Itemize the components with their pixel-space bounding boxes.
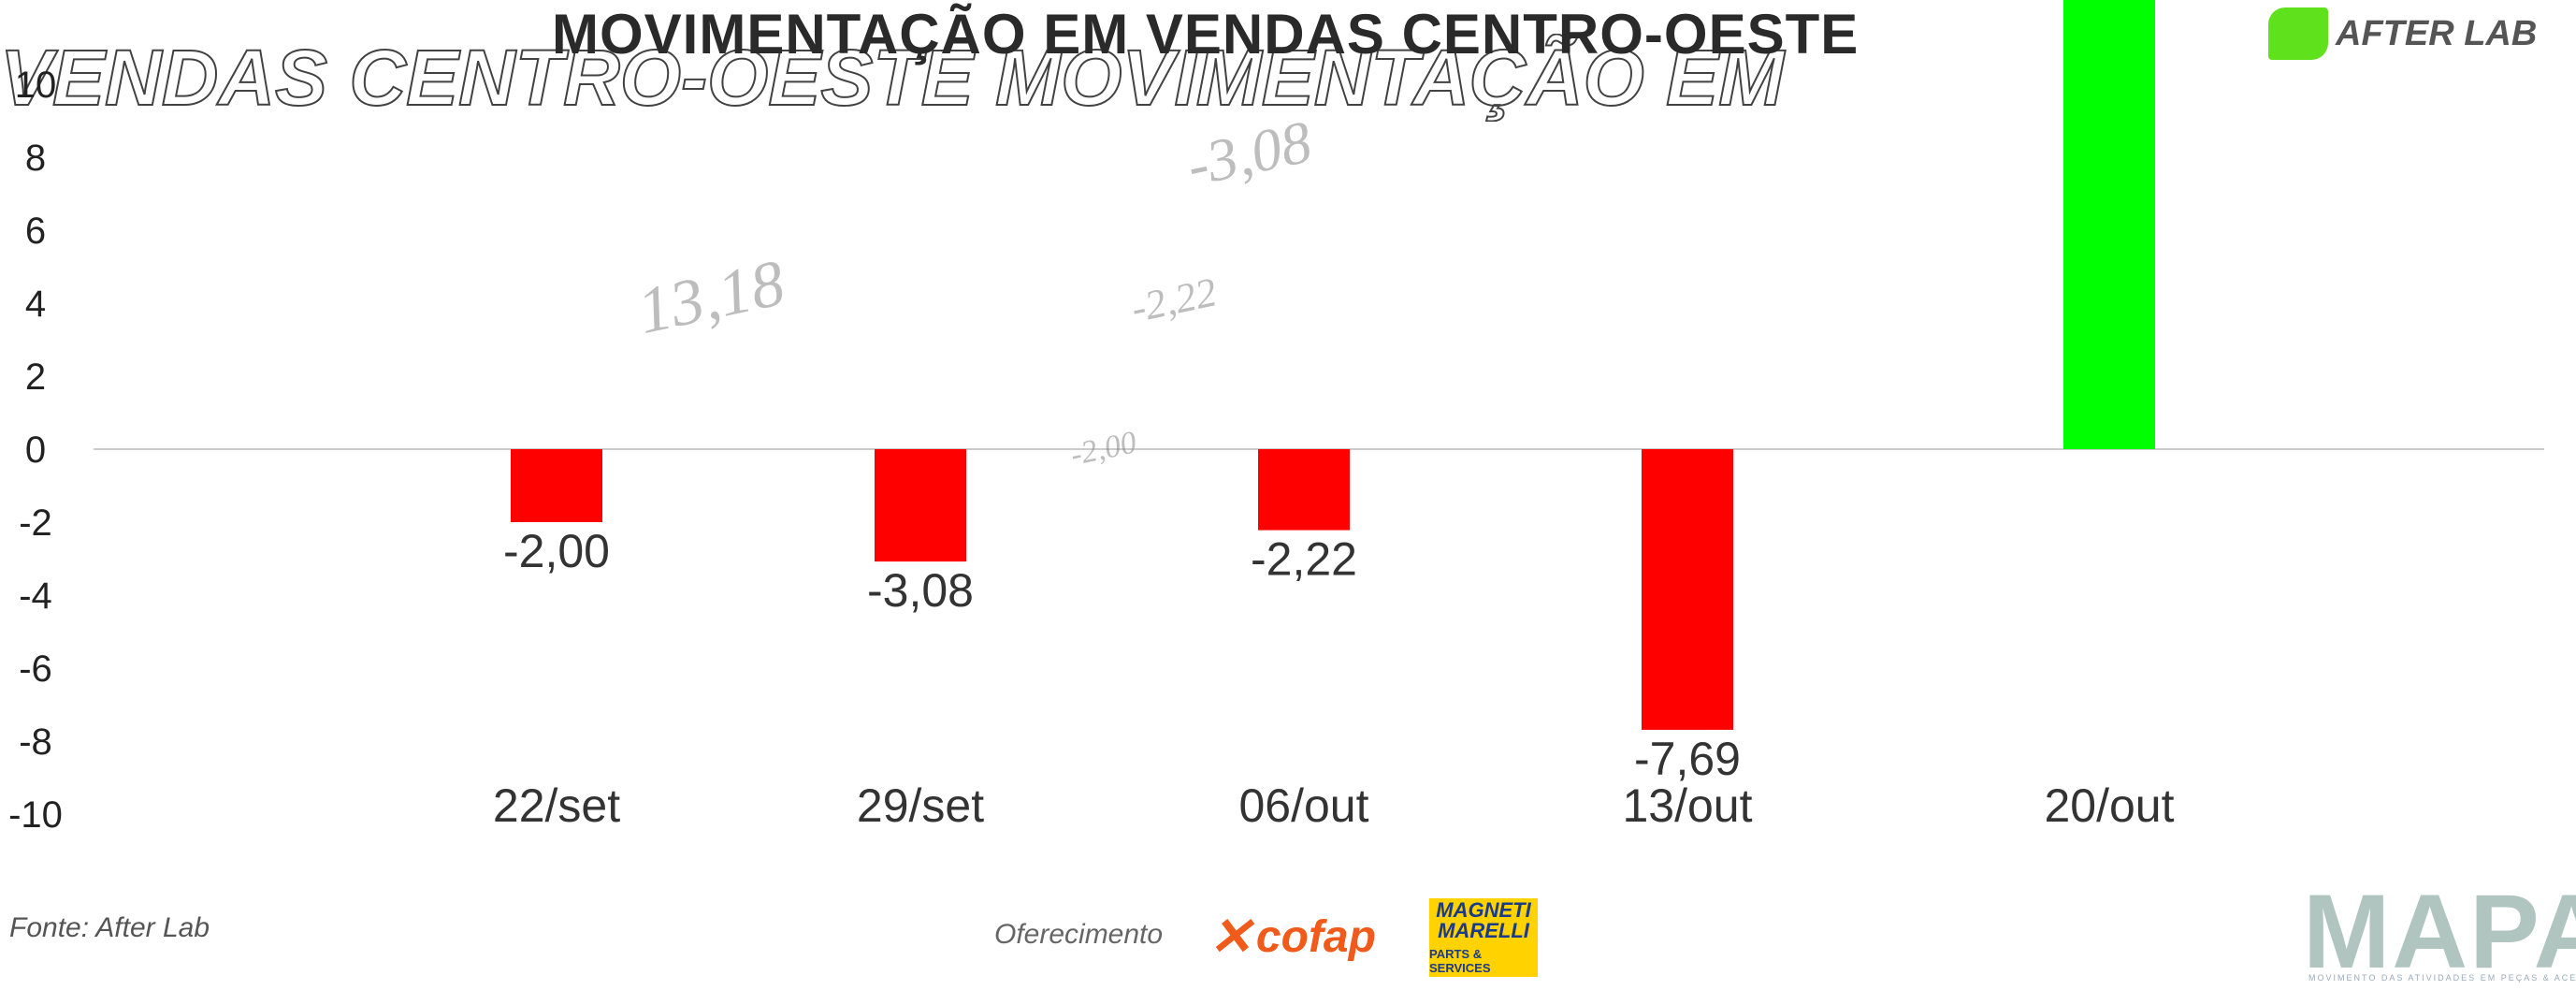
ghost-label: -3,08: [1181, 108, 1317, 198]
bar: [2063, 0, 2155, 450]
data-label: -2,00: [503, 525, 610, 577]
source-note: Fonte: After Lab: [9, 912, 210, 943]
ghost-label: -2,00: [1067, 425, 1139, 473]
data-label: -2,22: [1251, 533, 1357, 586]
bar: [1258, 449, 1350, 531]
bar: [1642, 449, 1733, 730]
afterlab-logo: AFTER LAB: [2268, 7, 2537, 60]
x-tick-label: 06/out: [1238, 779, 1368, 832]
cofap-mark-icon: ✕: [1208, 907, 1252, 966]
data-labels: -2,00-3,08-2,22-7,6913,18: [503, 525, 1741, 785]
ghost-label: 13,18: [631, 247, 790, 348]
y-tick-label: -2: [19, 502, 52, 544]
cofap-logo: ✕ cofap: [1208, 906, 1376, 968]
x-tick-label: 13/out: [1622, 779, 1752, 832]
y-tick-label: -10: [8, 794, 63, 836]
chart-title: MOVIMENTAÇÃO EM VENDAS CENTRO-OESTE: [552, 3, 1860, 66]
data-label: -7,69: [1634, 733, 1741, 785]
x-tick-label: 22/set: [493, 779, 620, 832]
bar: [875, 449, 966, 562]
y-tick-label: 6: [25, 211, 46, 252]
x-tick-label: 29/set: [857, 779, 984, 832]
y-tick-label: 10: [15, 65, 57, 106]
y-tick-label: -6: [19, 648, 52, 690]
y-tick-label: -8: [19, 721, 52, 763]
ghost-label: -2,22: [1127, 269, 1221, 331]
cofap-logo-text: cofap: [1255, 911, 1376, 962]
y-tick-label: 8: [25, 138, 46, 179]
ghost-title-artifact: VENDAS CENTRO-OESTE MOVIMENTAÇÃO EM: [0, 33, 1785, 123]
y-tick-label: -4: [19, 575, 52, 617]
sponsor-label: Oferecimento: [994, 919, 1164, 950]
bar: [511, 449, 602, 522]
y-tick-label: 0: [25, 429, 46, 471]
magneti-marelli-logo: MAGNETI MARELLI PARTS & SERVICES: [1429, 898, 1538, 977]
y-tick-label: 2: [25, 357, 46, 398]
x-tick-label: 20/out: [2044, 779, 2174, 832]
magneti-marelli-name-1: MAGNETI: [1436, 898, 1531, 922]
data-label: -3,08: [867, 564, 974, 617]
magneti-marelli-name-2: MARELLI: [1438, 919, 1529, 942]
y-tick-label: 4: [25, 284, 46, 325]
x-axis-labels: 22/set 29/set 06/out 13/out 20/out: [493, 779, 2175, 832]
ghost-label-artifacts: 13,18 -3,08 -2,22 -2,00: [631, 108, 1317, 473]
afterlab-logo-icon: [2268, 7, 2328, 60]
bars: [511, 0, 2155, 730]
mapa-logo-subtitle: MOVIMENTO DAS ATIVIDADES EM PEÇAS & ACES…: [2308, 973, 2576, 983]
y-axis-ticks: 10 8 6 4 2 0 -2 -4 -6 -8 -10: [8, 65, 63, 836]
mapa-logo: MAPA: [2303, 873, 2576, 990]
afterlab-logo-text: AFTER LAB: [2336, 13, 2538, 53]
magneti-marelli-sub: PARTS & SERVICES: [1429, 947, 1491, 975]
